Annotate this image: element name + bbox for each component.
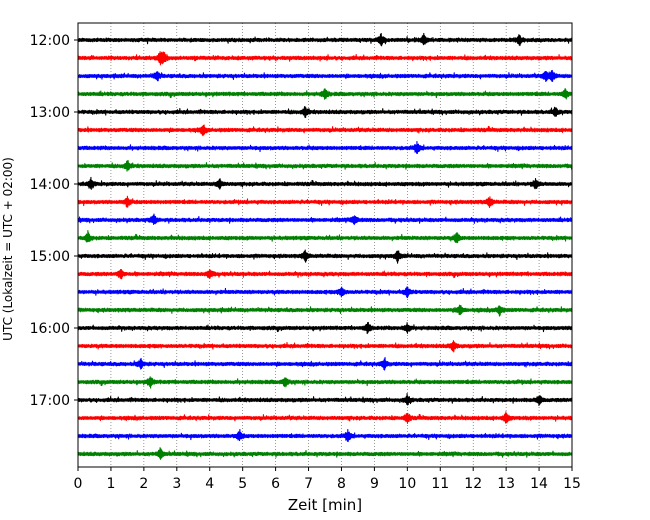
x-tick-label: 5 [238, 476, 247, 492]
x-tick-label: 12 [464, 476, 482, 492]
y-tick-label: 15:00 [30, 249, 70, 265]
seismic-trace [77, 340, 573, 353]
seismic-trace [77, 268, 573, 280]
seismic-trace [77, 249, 573, 264]
x-tick-label: 1 [106, 476, 115, 492]
seismic-trace [77, 124, 573, 137]
seismic-trace [77, 411, 573, 424]
x-tick-label: 2 [139, 476, 148, 492]
seismic-trace [77, 376, 573, 389]
seismic-trace [77, 447, 573, 460]
x-tick-label: 13 [497, 476, 515, 492]
x-tick-label: 6 [271, 476, 280, 492]
seismic-trace [77, 356, 573, 371]
x-tick-label: 9 [370, 476, 379, 492]
seismic-trace [77, 88, 573, 100]
seismic-trace [77, 321, 573, 335]
seismic-trace [77, 160, 573, 172]
seismic-trace [77, 230, 573, 244]
x-axis: 0 1 2 3 4 5 6 7 8 9 10 11 12 13 14 15 [74, 467, 581, 492]
seismic-trace [77, 32, 573, 47]
x-axis-label: Zeit [min] [288, 496, 362, 514]
seismic-trace [77, 304, 573, 317]
seismic-trace [77, 195, 573, 209]
seismic-trace [77, 286, 573, 299]
seismic-trace [77, 176, 573, 190]
plot-frame [77, 22, 573, 468]
seismic-trace [77, 429, 573, 443]
y-tick-label: 14:00 [30, 177, 70, 193]
x-tick-label: 15 [563, 476, 581, 492]
x-tick-label: 4 [205, 476, 214, 492]
grid-lines [110, 23, 540, 467]
x-tick-label: 14 [530, 476, 548, 492]
seismic-trace [77, 69, 573, 83]
y-axis: 12:00 13:00 14:00 15:00 16:00 17:00 [30, 33, 78, 409]
x-tick-label: 7 [304, 476, 313, 492]
x-tick-label: 3 [172, 476, 181, 492]
y-tick-label: 12:00 [30, 33, 70, 49]
seismic-trace [77, 141, 573, 155]
seismic-trace [77, 51, 573, 66]
x-tick-label: 0 [74, 476, 83, 492]
y-tick-label: 16:00 [30, 321, 70, 337]
x-tick-label: 8 [337, 476, 346, 492]
trace-group [77, 32, 573, 460]
x-tick-label: 10 [398, 476, 416, 492]
y-tick-label: 13:00 [30, 105, 70, 121]
x-tick-label: 11 [431, 476, 449, 492]
y-tick-label: 17:00 [30, 393, 70, 409]
seismic-trace [77, 392, 573, 407]
y-axis-label: UTC (Lokalzeit = UTC + 02:00) [1, 157, 15, 341]
seismic-trace [77, 106, 573, 119]
seismic-trace [77, 213, 573, 226]
